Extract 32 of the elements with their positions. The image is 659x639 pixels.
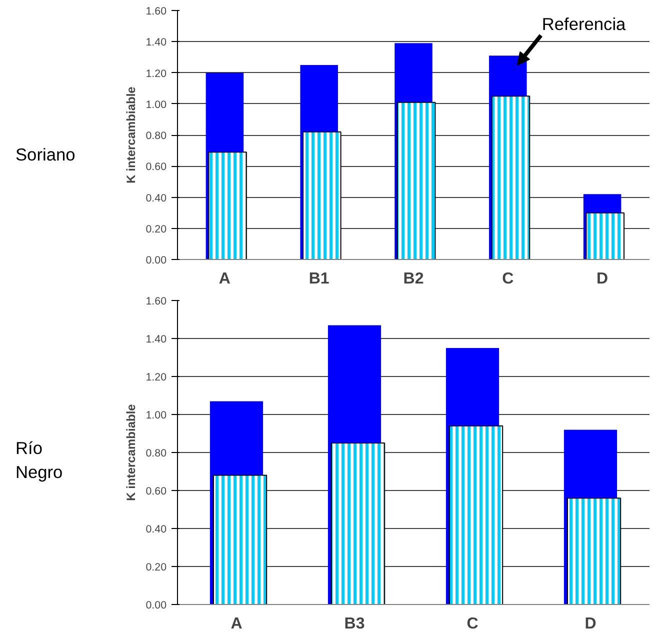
y-tick-label: 1.60: [146, 6, 167, 18]
x-tick-label: A: [218, 270, 231, 288]
y-tick-label: 1.40: [146, 334, 167, 346]
y-tick-label: 0.00: [146, 254, 167, 266]
y-axis-title: K intercambiable: [124, 86, 138, 184]
text: Río Negro: [16, 438, 63, 482]
y-tick-label: 1.40: [146, 36, 167, 49]
text: Soriano: [16, 144, 76, 164]
y-tick-label: 1.00: [146, 410, 167, 422]
x-tick-label: C: [502, 270, 514, 288]
annotation: Referencia: [542, 14, 626, 34]
y-tick-label: 1.60: [146, 296, 167, 308]
x-tick-label: B1: [308, 270, 330, 288]
x-tick-label: B2: [403, 270, 424, 288]
y-tick-label: 0.80: [146, 130, 167, 142]
y-tick-label: 0.20: [146, 562, 167, 574]
y-tick-label: 0.40: [146, 192, 167, 204]
y-tick-label: 1.00: [146, 98, 167, 111]
y-tick-label: 0.40: [146, 524, 167, 536]
y-tick-label: 0.60: [146, 161, 167, 174]
y-tick-label: 0.60: [146, 486, 167, 498]
y-axis-title: K intercambiable: [124, 404, 138, 501]
y-tick-label: 1.20: [146, 372, 167, 384]
x-tick-label: D: [584, 616, 596, 632]
y-tick-label: 0.00: [146, 600, 167, 612]
x-tick-label: C: [466, 616, 479, 632]
x-tick-label: B3: [344, 616, 365, 632]
x-tick-label: D: [596, 270, 608, 288]
y-tick-label: 0.80: [146, 448, 167, 460]
y-tick-label: 0.20: [146, 223, 167, 236]
y-tick-label: 1.20: [146, 68, 167, 80]
x-tick-label: A: [230, 616, 243, 632]
